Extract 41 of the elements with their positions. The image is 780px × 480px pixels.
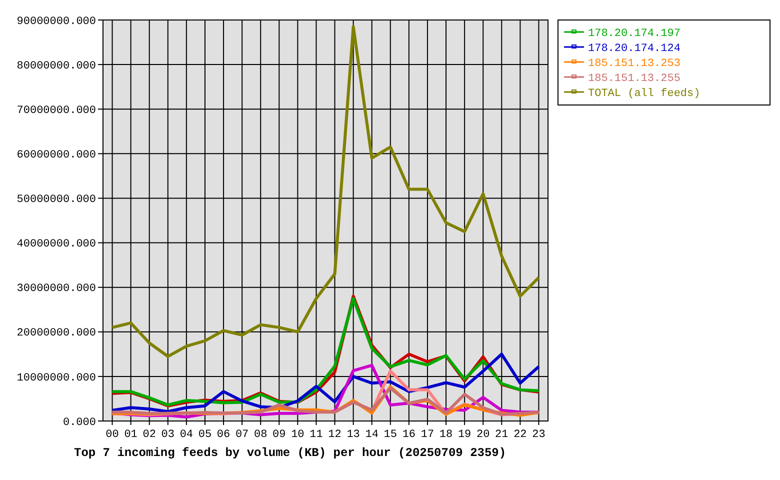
legend-label: 178.20.174.197 — [588, 28, 680, 40]
legend-label: TOTAL (all feeds) — [588, 88, 700, 100]
x-tick-label: 07 — [235, 429, 249, 441]
y-tick-label: 70000000.000 — [16, 104, 96, 117]
y-tick-label: 90000000.000 — [16, 16, 96, 28]
x-tick-label: 14 — [365, 429, 379, 441]
y-tick-label: 60000000.000 — [16, 150, 96, 162]
x-tick-label: 18 — [439, 429, 453, 441]
x-tick-label: 00 — [106, 429, 119, 441]
x-tick-label: 23 — [532, 429, 546, 441]
y-tick-label: 40000000.000 — [16, 238, 96, 251]
x-tick-label: 12 — [328, 429, 342, 441]
y-tick-label: 20000000.000 — [16, 328, 96, 340]
line-series — [110, 25, 540, 358]
x-tick-label: 17 — [420, 429, 434, 441]
x-tick-label: 13 — [346, 429, 360, 441]
legend-label: 178.20.174.124 — [588, 42, 681, 55]
y-tick-label: 30000000.000 — [16, 283, 96, 296]
x-tick-label: 06 — [216, 429, 230, 441]
x-tick-label: 19 — [458, 429, 472, 441]
x-tick-label: 04 — [180, 429, 194, 441]
y-tick-label: 50000000.000 — [16, 194, 96, 206]
x-tick-label: 10 — [291, 429, 304, 441]
x-tick-label: 01 — [124, 429, 138, 441]
x-tick-label: 09 — [272, 429, 286, 441]
y-tick-label: 80000000.000 — [16, 60, 96, 72]
text: Top 7 incoming feeds by volume (KB) per hour (20250709 2359) — [74, 446, 506, 460]
x-tick-label: 03 — [161, 429, 174, 441]
y-tick-label: 0.000 — [62, 416, 96, 429]
x-tick-label: 05 — [198, 429, 212, 441]
x-tick-label: 02 — [142, 429, 156, 441]
x-tick-label: 15 — [384, 429, 397, 441]
x-tick-label: 22 — [514, 429, 527, 441]
legend-label: 185.151.13.253 — [588, 58, 680, 70]
x-tick-label: 21 — [495, 429, 509, 441]
y-tick-label: 10000000.000 — [16, 372, 96, 384]
x-tick-label: 20 — [476, 429, 490, 441]
legend-label: 185.151.13.255 — [588, 72, 680, 85]
x-tick-label: 16 — [402, 429, 416, 441]
x-tick-label: 11 — [310, 429, 324, 441]
x-tick-label: 08 — [254, 429, 268, 441]
